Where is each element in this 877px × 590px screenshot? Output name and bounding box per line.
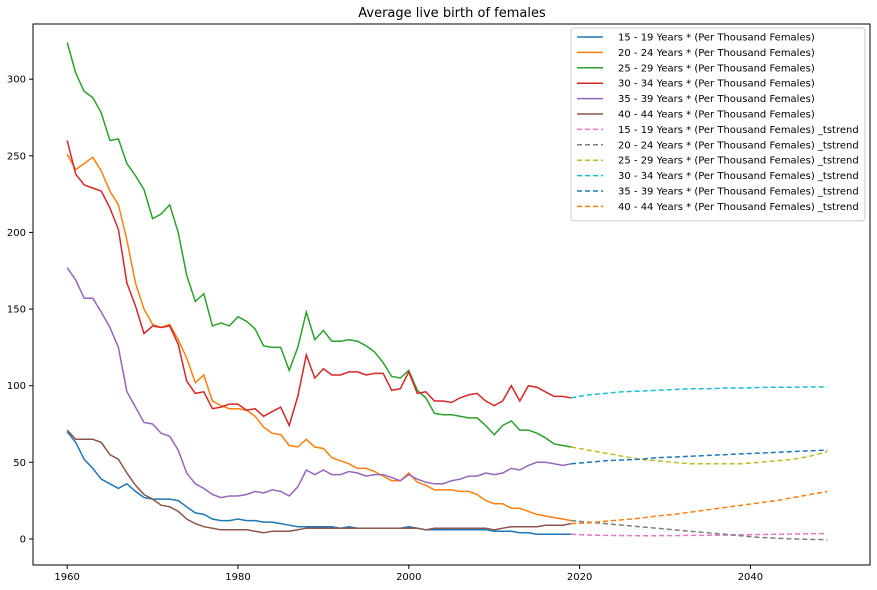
- series-line-10: [570, 386, 828, 399]
- x-axis: 1960 1980 2000 2020 2040: [54, 565, 763, 583]
- series-line-5: [66, 267, 572, 499]
- chart-title: Average live birth of females: [358, 6, 546, 21]
- legend-label: 35 - 39 Years * (Per Thousand Females) _…: [618, 187, 859, 198]
- y-tick-label: 300: [7, 75, 26, 86]
- series-line-11: [571, 449, 828, 465]
- y-tick-label: 200: [7, 228, 26, 239]
- y-tick-label: 0: [20, 534, 26, 545]
- plot-frame: [32, 23, 871, 566]
- legend-label: 15 - 19 Years * (Per Thousand Females): [618, 33, 815, 44]
- y-tick-label: 150: [7, 305, 26, 316]
- series-line-7: [571, 532, 828, 537]
- x-tick-label: 2020: [567, 572, 592, 583]
- series-line-9: [570, 446, 828, 465]
- legend-label: 15 - 19 Years * (Per Thousand Females) _…: [618, 125, 859, 136]
- legend-label: 25 - 29 Years * (Per Thousand Females) _…: [618, 156, 859, 167]
- series-line-12: [571, 490, 828, 525]
- legend-label: 20 - 24 Years * (Per Thousand Females): [618, 48, 815, 59]
- series-line-4: [66, 140, 572, 428]
- series-line-2: [66, 153, 572, 522]
- series-line-6: [66, 429, 572, 534]
- legend-label: 40 - 44 Years * (Per Thousand Females) _…: [618, 202, 859, 213]
- legend-label: 25 - 29 Years * (Per Thousand Females): [618, 63, 815, 74]
- legend-label: 30 - 34 Years * (Per Thousand Females) _…: [618, 171, 859, 182]
- y-tick-label: 250: [7, 151, 26, 162]
- series-line-3: [66, 42, 572, 448]
- x-tick-label: 1960: [54, 572, 79, 583]
- x-tick-label: 1980: [225, 572, 250, 583]
- plot-lines: [66, 42, 828, 541]
- series-line-8: [571, 519, 828, 541]
- legend: 15 - 19 Years * (Per Thousand Females) 20…: [570, 27, 866, 222]
- legend-box: [570, 27, 866, 222]
- y-tick-label: 50: [13, 458, 26, 469]
- y-tick-label: 100: [7, 381, 26, 392]
- legend-label: 20 - 24 Years * (Per Thousand Females) _…: [618, 140, 859, 151]
- x-tick-label: 2000: [396, 572, 421, 583]
- legend-label: 40 - 44 Years * (Per Thousand Females): [618, 110, 815, 121]
- x-tick-label: 2040: [738, 572, 763, 583]
- legend-label: 35 - 39 Years * (Per Thousand Females): [618, 94, 815, 105]
- y-axis: 0 50 100 150 200 250 300: [7, 75, 33, 545]
- legend-label: 30 - 34 Years * (Per Thousand Females): [618, 79, 815, 90]
